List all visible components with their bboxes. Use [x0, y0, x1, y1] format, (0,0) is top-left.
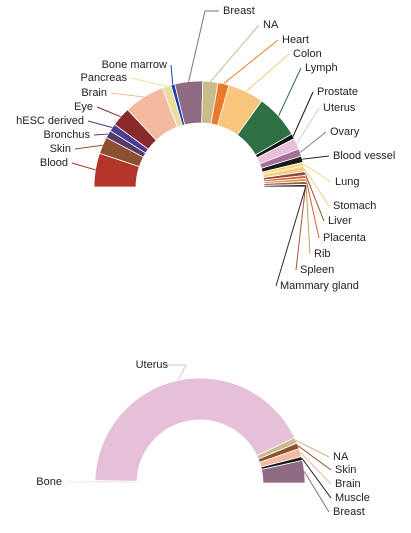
slice-label-skin: Skin: [50, 143, 71, 155]
slice-label-brain: Brain: [81, 87, 107, 99]
slice-label-lymph: Lymph: [305, 62, 338, 74]
slice-label-brain: Brain: [335, 478, 361, 490]
slice-label-skin: Skin: [335, 464, 356, 476]
slice-label-blood-vessel: Blood vessel: [333, 150, 395, 162]
slice-label-heart: Heart: [282, 34, 309, 46]
slice-label-ovary: Ovary: [330, 126, 360, 138]
slice-label-placenta: Placenta: [323, 232, 367, 244]
slice-label-prostate: Prostate: [317, 86, 358, 98]
leader-line-bone-marrow: [171, 65, 173, 85]
slice-label-hesc-derived: hESC derived: [16, 115, 84, 127]
leader-line-uterus: [297, 108, 319, 144]
leader-line-rib: [306, 180, 310, 254]
slice-label-rib: Rib: [314, 248, 331, 260]
leader-line-blood-vessel: [302, 156, 329, 159]
slice-label-na: NA: [333, 451, 349, 463]
leader-line-brain: [111, 93, 144, 97]
slice-label-muscle: Muscle: [335, 492, 370, 504]
slice-label-colon: Colon: [293, 48, 322, 60]
slice-label-breast: Breast: [333, 506, 365, 518]
leader-line-na: [211, 25, 259, 82]
leader-line-blood: [72, 163, 95, 170]
leader-line-heart: [224, 40, 278, 84]
slice-label-na: NA: [263, 19, 279, 31]
leader-line-breast: [189, 11, 219, 82]
leader-line-spleen: [296, 183, 306, 270]
slice-label-pancreas: Pancreas: [81, 72, 128, 84]
slice-label-liver: Liver: [328, 215, 352, 227]
leader-line-colon: [246, 54, 289, 92]
slice-label-blood: Blood: [40, 157, 68, 169]
slice-label-breast: Breast: [223, 5, 255, 17]
slice-label-bone-marrow: Bone marrow: [102, 59, 167, 71]
leader-line-prostate: [293, 92, 313, 136]
slice-label-stomach: Stomach: [333, 200, 376, 212]
slice-label-spleen: Spleen: [300, 264, 334, 276]
slice-label-mammary-gland: Mammary gland: [280, 280, 359, 292]
leader-line-bronchus: [94, 134, 108, 135]
slice-label-bone: Bone: [36, 476, 62, 488]
leader-line-lymph: [279, 68, 301, 116]
slice-label-uterus: Uterus: [323, 102, 356, 114]
leader-line-eye: [97, 107, 121, 117]
slice-label-bronchus: Bronchus: [44, 129, 91, 141]
leader-line-skin: [75, 145, 103, 149]
leader-line-pancreas: [131, 78, 167, 86]
leader-line-hesc-derived: [88, 121, 112, 128]
slice-label-uterus: Uterus: [136, 359, 169, 371]
slice-label-lung: Lung: [335, 176, 359, 188]
leader-line-ovary: [300, 132, 326, 152]
slice-label-eye: Eye: [74, 101, 93, 113]
half-donut-chart-1: Blood Skin Bronchus hESC derived Eye Brain Pan…: [16, 5, 395, 292]
